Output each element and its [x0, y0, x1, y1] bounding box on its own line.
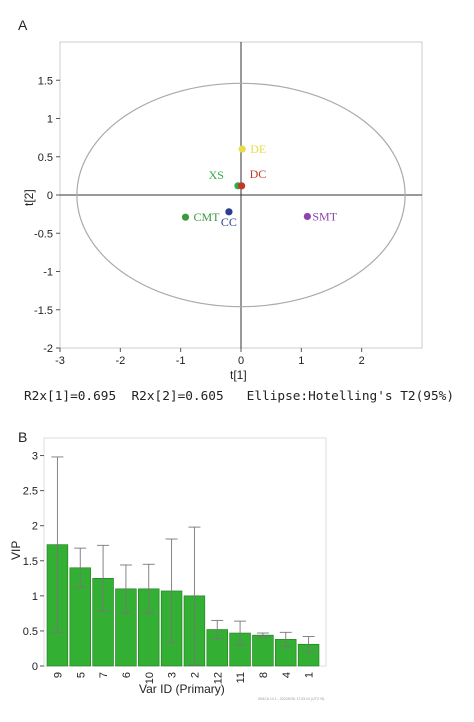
point-cc: [225, 208, 233, 216]
y-tick-label-b: 1: [32, 591, 38, 603]
x-tick-label-b: 2: [189, 672, 201, 678]
x-tick-label-b: 9: [52, 672, 64, 678]
point-label-xs: XS: [209, 168, 224, 182]
point-dc: [238, 182, 246, 190]
plot-b-ticks: 0 0.5 1 1.5 2 2.5 3: [23, 451, 44, 673]
y-tick-label-a: 0.5: [38, 152, 53, 164]
x-tick-label-b: 11: [235, 672, 247, 683]
x-tick-label-a: 2: [359, 355, 365, 367]
plot-a-ticks: -3 -2 -1 0 1 21.510.50-0.5-1-1.5-2: [34, 75, 365, 367]
y-tick-label-a: -1.5: [34, 305, 53, 317]
y-tick-label-b: 3: [32, 451, 38, 463]
x-tick-label-b: 3: [167, 672, 179, 678]
y-tick-label-b: 0: [32, 661, 38, 673]
x-tick-label-b: 8: [258, 672, 270, 678]
plot-a-area: DE XS DC CMT CC SMT: [60, 42, 422, 348]
x-tick-label-a: -1: [176, 355, 186, 367]
x-tick-label-a: 1: [298, 355, 304, 367]
panel-a-label: A: [18, 17, 28, 33]
y-tick-label-a: 1: [47, 114, 53, 126]
x-tick-label-b: 12: [212, 672, 224, 684]
x-tick-label-b: 4: [281, 672, 293, 678]
point-label-cmt: CMT: [193, 210, 220, 224]
x-axis-title-b: Var ID (Primary): [139, 682, 225, 696]
x-tick-label-a: -3: [55, 355, 65, 367]
x-tick-label-b: 7: [98, 672, 110, 678]
x-tick-label-b: 6: [121, 672, 133, 678]
x-tick-label-b: 10: [144, 672, 156, 684]
panel-b-label: B: [18, 429, 27, 445]
x-axis-title-a: t[1]: [230, 368, 247, 382]
bar-8: [252, 634, 274, 667]
y-axis-title-b: VIP: [9, 541, 23, 560]
y-tick-label-b: 1.5: [23, 556, 38, 568]
y-tick-label-a: -0.5: [34, 228, 53, 240]
y-tick-label-b: 2.5: [23, 486, 38, 498]
x-tick-label-b: 1: [304, 672, 316, 678]
point-label-cc: CC: [221, 215, 237, 229]
y-tick-label-a: -2: [43, 343, 53, 355]
x-tick-label-a: -2: [115, 355, 125, 367]
y-tick-label-b: 0.5: [23, 626, 38, 638]
y-tick-label-a: -1: [43, 267, 53, 279]
plot-b-area: 9 5 7 6 10 3 2 12 11 8 4 1: [46, 456, 320, 684]
point-cmt: [181, 213, 190, 221]
point-label-smt: SMT: [312, 209, 337, 223]
point-smt: [303, 212, 311, 221]
x-tick-label-a: 0: [238, 355, 244, 367]
software-watermark: SIMCA 14.1 - 2022/6/30 17:03:24 (UTC+8): [258, 697, 324, 701]
x-tick-label-b: 5: [75, 672, 87, 678]
point-label-de: DE: [250, 142, 266, 156]
y-tick-label-a: 1.5: [38, 75, 53, 87]
hotelling-ellipse: [76, 82, 406, 308]
y-tick-label-b: 2: [32, 521, 38, 533]
panel-b: B 0 0.5 1 1.5 2 2.5 3 9 5 7 6 10 3 2 12 11 8 4 1 Var ID (…: [9, 429, 327, 701]
hotelling-footer: R2x[1]=0.695 R2x[2]=0.605 Ellipse:Hotell…: [24, 388, 454, 403]
point-label-dc: DC: [250, 167, 267, 181]
y-tick-label-a: 0: [47, 190, 53, 202]
y-axis-title-a: t[2]: [22, 189, 36, 206]
point-de: [238, 145, 246, 153]
